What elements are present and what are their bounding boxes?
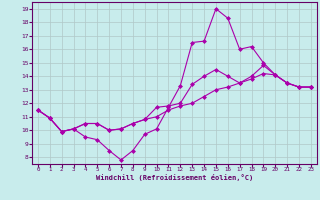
X-axis label: Windchill (Refroidissement éolien,°C): Windchill (Refroidissement éolien,°C): [96, 174, 253, 181]
